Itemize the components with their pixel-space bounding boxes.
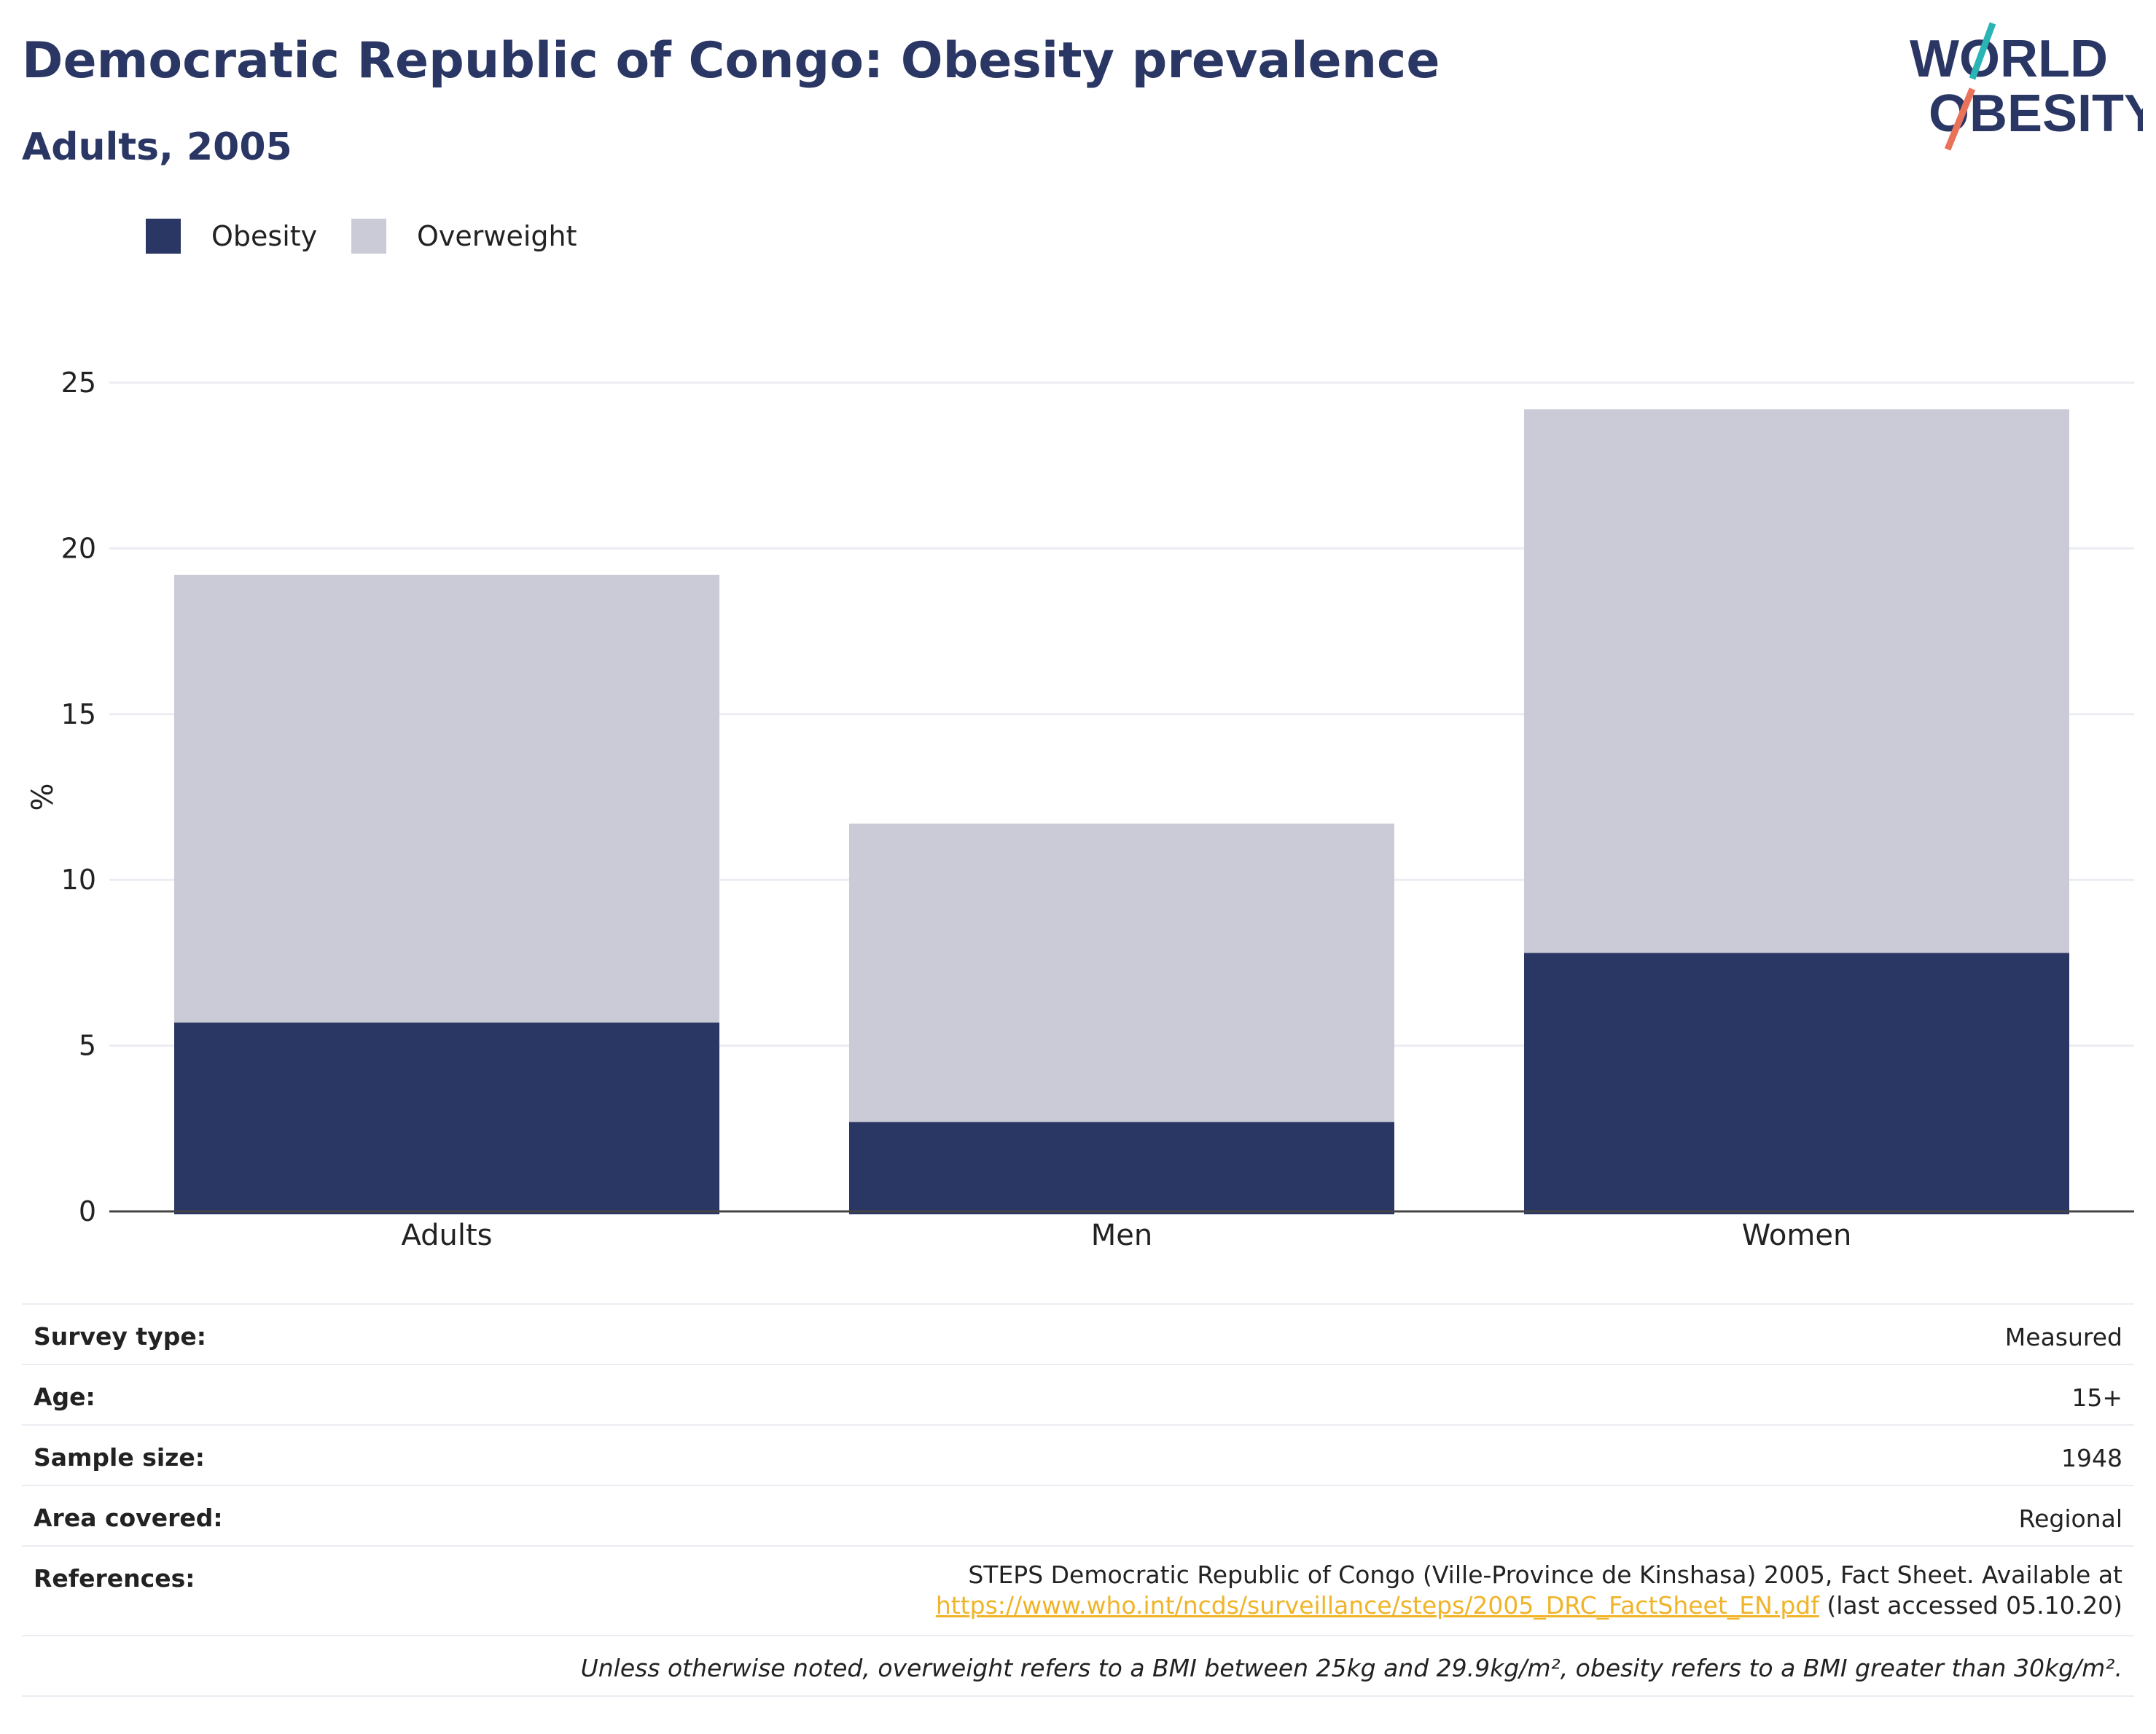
y-tick-label: 20: [61, 532, 96, 564]
row-references: References: STEPS Democratic Republic of…: [22, 1545, 2134, 1635]
bar-overweight-women[interactable]: [1524, 409, 2069, 953]
references-text: STEPS Democratic Republic of Congo (Vill…: [968, 1561, 2122, 1589]
legend-swatch-overweight: [351, 219, 386, 254]
survey-details-table: Survey type: Measured Age: 15+ Sample si…: [22, 1303, 2134, 1697]
legend-label-overweight: Overweight: [417, 220, 577, 252]
page-title: Democratic Republic of Congo: Obesity pr…: [22, 32, 1440, 90]
sample-size-label: Sample size:: [34, 1443, 205, 1472]
references-accessed: (last accessed 05.10.20): [1819, 1591, 2122, 1620]
x-tick-label: Men: [1091, 1219, 1152, 1252]
references-label: References:: [34, 1564, 195, 1593]
y-tick-label: 0: [79, 1195, 96, 1227]
bar-chart: 0 5 10 15 20 25 Adults Men Women%: [26, 367, 2134, 1252]
area-covered-label: Area covered:: [34, 1504, 223, 1532]
logo-slash-bottom: [1944, 87, 1976, 151]
axes: 0 5 10 15 20 25 Adults Men Women%: [26, 367, 2134, 1252]
references-value: STEPS Democratic Republic of Congo (Vill…: [936, 1560, 2122, 1621]
row-area-covered: Area covered: Regional: [22, 1485, 2134, 1545]
bars: [174, 409, 2069, 1214]
logo-word-world: WORLD: [1910, 30, 2108, 88]
legend-swatch-obesity: [146, 219, 181, 254]
legend-label-obesity: Obesity: [211, 220, 318, 252]
survey-type-value: Measured: [2004, 1323, 2122, 1351]
bar-overweight-men[interactable]: [849, 823, 1394, 1122]
bar-obesity-adults[interactable]: [174, 1022, 719, 1214]
row-note: Unless otherwise noted, overweight refer…: [22, 1635, 2134, 1697]
references-link[interactable]: https://www.who.int/ncds/surveillance/st…: [935, 1591, 1819, 1620]
row-sample-size: Sample size: 1948: [22, 1424, 2134, 1485]
y-tick-label: 10: [61, 864, 96, 896]
y-tick-label: 25: [61, 367, 96, 399]
bar-obesity-men[interactable]: [849, 1122, 1394, 1214]
survey-type-label: Survey type:: [34, 1322, 206, 1351]
bar-overweight-adults[interactable]: [174, 574, 719, 1023]
y-axis-label: %: [26, 783, 60, 811]
logo-slash-top: [1969, 22, 1996, 80]
area-covered-value: Regional: [2018, 1504, 2122, 1533]
page-subtitle: Adults, 2005: [22, 125, 292, 169]
age-value: 15+: [2071, 1383, 2122, 1412]
world-obesity-logo: WORLD OBESITY: [1910, 22, 2143, 151]
y-tick-label: 5: [79, 1030, 96, 1062]
bmi-definition-note: Unless otherwise noted, overweight refer…: [580, 1654, 2122, 1682]
sample-size-value: 1948: [2061, 1444, 2122, 1472]
x-tick-label: Women: [1742, 1219, 1852, 1252]
y-tick-label: 15: [61, 698, 96, 730]
age-label: Age:: [34, 1383, 95, 1411]
bar-obesity-women[interactable]: [1524, 953, 2069, 1214]
x-tick-label: Adults: [401, 1219, 492, 1252]
row-age: Age: 15+: [22, 1364, 2134, 1424]
row-survey-type: Survey type: Measured: [22, 1303, 2134, 1364]
